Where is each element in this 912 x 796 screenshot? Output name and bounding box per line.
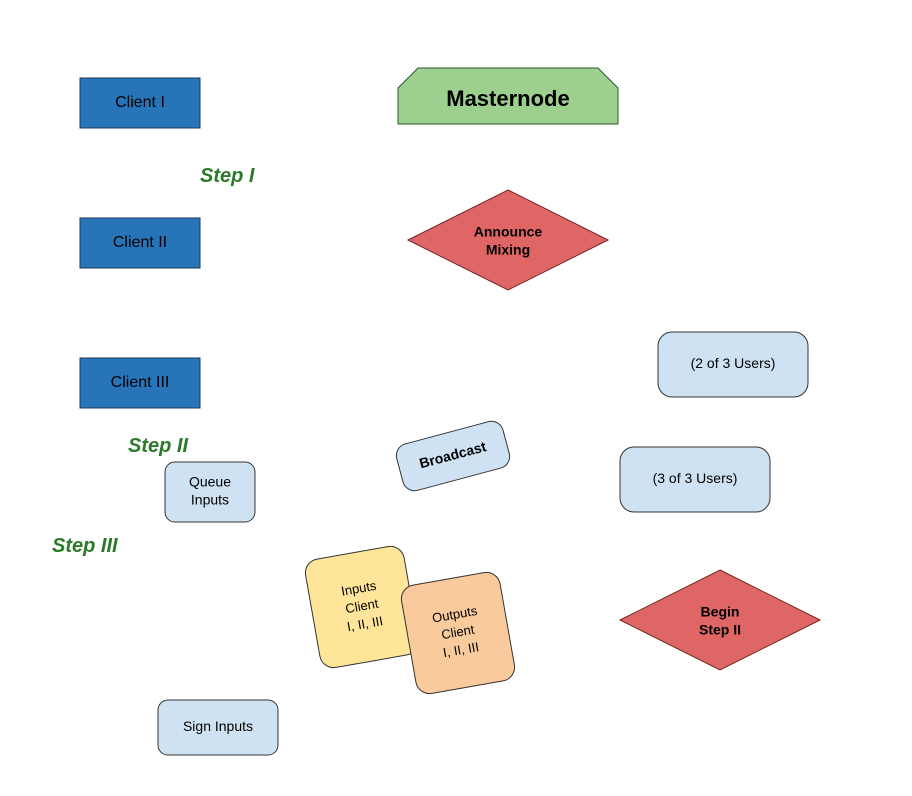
svg-text:Masternode: Masternode — [446, 86, 569, 111]
users-3of3-box: (3 of 3 Users) — [620, 447, 770, 512]
client-box-1: Client I — [80, 78, 200, 128]
users-2of3-box: (2 of 3 Users) — [658, 332, 808, 397]
svg-text:Queue: Queue — [189, 474, 231, 490]
masternode-box: Masternode — [398, 68, 618, 124]
sign-inputs-box: Sign Inputs — [158, 700, 278, 755]
outputs-box: OutputsClientI, II, III — [399, 570, 517, 696]
svg-text:Begin: Begin — [701, 604, 740, 620]
svg-text:Client II: Client II — [113, 234, 167, 251]
queue-inputs-box: Queue Inputs — [165, 462, 255, 522]
svg-text:Sign Inputs: Sign Inputs — [183, 718, 253, 734]
step1-label: Step I — [200, 165, 255, 187]
step2-label: Step II — [128, 435, 188, 457]
svg-text:Step II: Step II — [699, 622, 741, 638]
step3-label: Step III — [52, 535, 118, 557]
svg-text:Client I: Client I — [115, 94, 165, 111]
svg-text:Mixing: Mixing — [486, 242, 530, 258]
svg-text:(3 of 3 Users): (3 of 3 Users) — [653, 470, 738, 486]
svg-text:Inputs: Inputs — [191, 492, 229, 508]
svg-text:Announce: Announce — [474, 224, 543, 240]
diagram-canvas: Client I Client II Client III Masternode Ste… — [0, 0, 912, 796]
client-box-2: Client II — [80, 218, 200, 268]
svg-text:Client III: Client III — [111, 374, 170, 391]
svg-text:(2 of 3 Users): (2 of 3 Users) — [691, 355, 776, 371]
client-box-3: Client III — [80, 358, 200, 408]
